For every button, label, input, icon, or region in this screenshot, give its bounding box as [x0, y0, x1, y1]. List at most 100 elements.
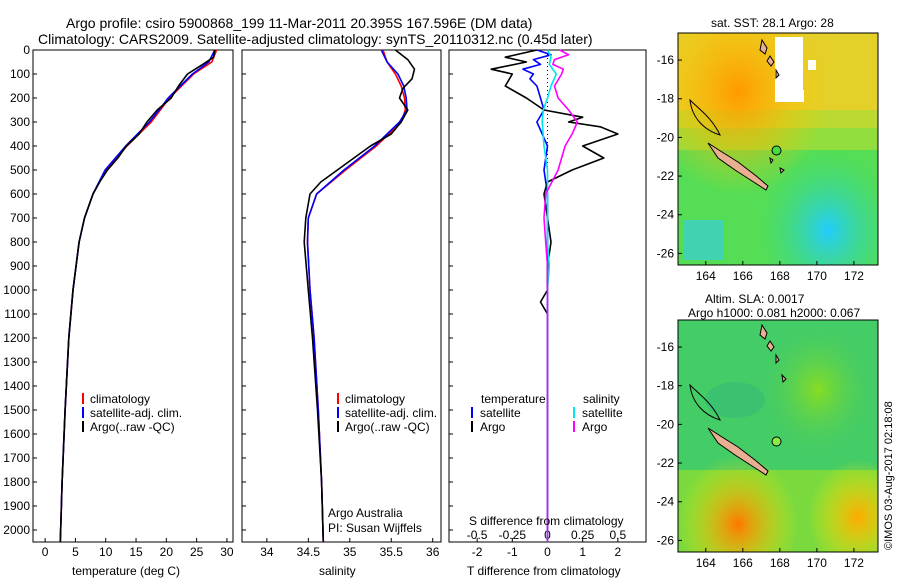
- y-tick-label: 1600: [3, 427, 30, 441]
- sst-map: 164 166 168 170 172 -16 -18 -20 -22 -24 -26: [657, 32, 879, 283]
- legend-label: satellite-adj. clim.: [345, 406, 438, 420]
- sal-diff-legend-satellite: satellite: [573, 405, 623, 421]
- legend-swatch: [337, 407, 339, 418]
- y-tick-label: 800: [10, 235, 30, 249]
- legend-swatch: [573, 407, 575, 418]
- legend-label: climatology: [90, 392, 151, 406]
- x-tick-label: 1: [579, 545, 586, 559]
- y-tick-label: 600: [10, 187, 30, 201]
- sla-map-title-line1: Altim. SLA: 0.0017: [705, 292, 805, 306]
- map-y-tick-label: -16: [657, 53, 675, 67]
- x-tick-label: 35.5: [380, 545, 404, 559]
- sal-legend-climatology: climatology: [337, 391, 405, 407]
- map-y-tick-label: -22: [657, 169, 675, 183]
- legend-swatch: [471, 421, 473, 432]
- y-tick-label: 1000: [3, 283, 30, 297]
- x-tick-label: 30: [220, 545, 234, 559]
- legend-label: climatology: [345, 392, 406, 406]
- sst-map-title: sat. SST: 28.1 Argo: 28: [711, 16, 834, 30]
- map-x-tick-label: 170: [807, 269, 827, 283]
- x-tick-label: 36: [426, 545, 440, 559]
- temperature-xlabel: temperature (deg C): [72, 564, 181, 578]
- map-y-tick-label: -20: [657, 130, 675, 144]
- series-line-argo-raw-qc-: [303, 49, 416, 543]
- legend-label: Argo: [582, 420, 608, 434]
- sla-map-title-line2: Argo h1000: 0.081 h2000: 0.067: [688, 306, 861, 320]
- legend-swatch: [82, 393, 84, 404]
- legend-swatch: [82, 421, 84, 432]
- sst-cloud-mask: [808, 60, 816, 70]
- map-y-tick-label: -24: [657, 208, 675, 222]
- y-tick-label: 400: [10, 139, 30, 153]
- x-tick-label: 5: [72, 545, 79, 559]
- temperature-plot-frame: [32, 49, 234, 543]
- temperature-panel: 0 5 10 15 20 25 300100200300400500600700800900…: [3, 43, 234, 559]
- top-tick-label: 0.25: [571, 528, 595, 542]
- reef-outline: [689, 383, 721, 421]
- y-tick-label: 700: [10, 211, 30, 225]
- map-y-tick-label: -26: [657, 246, 675, 260]
- series-line-temperature-argo: [490, 49, 619, 542]
- map-x-tick-label: 170: [807, 556, 827, 570]
- temperature-series: [59, 49, 218, 543]
- legend-label: Argo(..raw -QC): [345, 420, 430, 434]
- x-tick-label: 34: [260, 545, 274, 559]
- difference-top-xlabel: S difference from climatology: [469, 514, 624, 528]
- difference-series: [490, 49, 619, 542]
- salinity-panel: 34 34.5 35 35.5 36: [241, 49, 442, 559]
- figure-title-line1: Argo profile: csiro 5900868_199 11-Mar-2…: [66, 15, 533, 31]
- y-tick-label: 1100: [4, 307, 30, 321]
- legend-swatch: [82, 407, 84, 418]
- series-line-argo-raw-qc-: [59, 49, 216, 543]
- sal-diff-legend-heading: salinity: [583, 392, 620, 406]
- argo-float-marker: [771, 145, 782, 156]
- map-y-tick-label: -22: [657, 456, 675, 470]
- sla-southeast-warm: [678, 320, 878, 552]
- vanuatu-islands: [759, 323, 787, 384]
- y-tick-label: 1900: [3, 499, 30, 513]
- x-tick-label: -1: [507, 545, 518, 559]
- y-tick-label: 1300: [3, 355, 30, 369]
- series-line-satellite-adj-clim-: [306, 49, 408, 543]
- map-y-tick-label: -18: [657, 379, 675, 393]
- temp-legend-climatology: climatology: [82, 391, 150, 407]
- figure-title-line2: Climatology: CARS2009. Satellite-adjuste…: [38, 31, 593, 47]
- y-tick-label: 300: [10, 115, 30, 129]
- legend-swatch: [573, 421, 575, 432]
- sal-legend-satellite: satellite-adj. clim.: [337, 405, 437, 421]
- y-tick-label: 200: [10, 91, 30, 105]
- x-tick-label: -2: [472, 545, 483, 559]
- salinity-xlabel: salinity: [319, 564, 356, 578]
- series-line-satellite-adj-clim-: [59, 49, 216, 543]
- vanuatu-islands: [759, 38, 780, 80]
- difference-panel: -2 -1 0 1 2-0.5 -0.25 0 0.25 0.5: [448, 49, 647, 559]
- legend-label: satellite: [582, 406, 623, 420]
- map-x-tick-label: 166: [733, 556, 753, 570]
- map-y-tick-label: -20: [657, 417, 675, 431]
- y-tick-label: 100: [10, 67, 30, 81]
- map-x-tick-label: 172: [844, 269, 864, 283]
- map-x-tick-label: 168: [770, 269, 790, 283]
- map-x-tick-label: 164: [696, 556, 716, 570]
- sla-cool-eddy: [705, 382, 765, 418]
- sst-map-frame: [677, 32, 879, 266]
- new-caledonia-island: [707, 427, 769, 476]
- temperature-axis: 0 5 10 15 20 25 300100200300400500600700800900…: [3, 43, 234, 559]
- sal-diff-legend-argo: Argo: [573, 419, 607, 435]
- temp-diff-legend-heading: temperature: [481, 392, 546, 406]
- legend-label: satellite: [480, 406, 521, 420]
- sst-cool-patch: [683, 220, 723, 260]
- x-tick-label: 0: [544, 545, 551, 559]
- argo-float-marker: [771, 436, 782, 447]
- y-tick-label: 1700: [3, 451, 30, 465]
- y-tick-label: 1800: [3, 475, 30, 489]
- y-tick-label: 2000: [3, 523, 30, 537]
- difference-xlabel: T difference from climatology: [467, 564, 621, 578]
- sla-map-ticks: 164 166 168 170 172 -16 -18 -20 -22 -24 -26: [657, 340, 865, 570]
- x-tick-label: 15: [129, 545, 143, 559]
- y-tick-label: 500: [10, 163, 30, 177]
- x-tick-label: 10: [99, 545, 113, 559]
- new-caledonia-island: [707, 142, 769, 191]
- x-tick-label: 34.5: [297, 545, 321, 559]
